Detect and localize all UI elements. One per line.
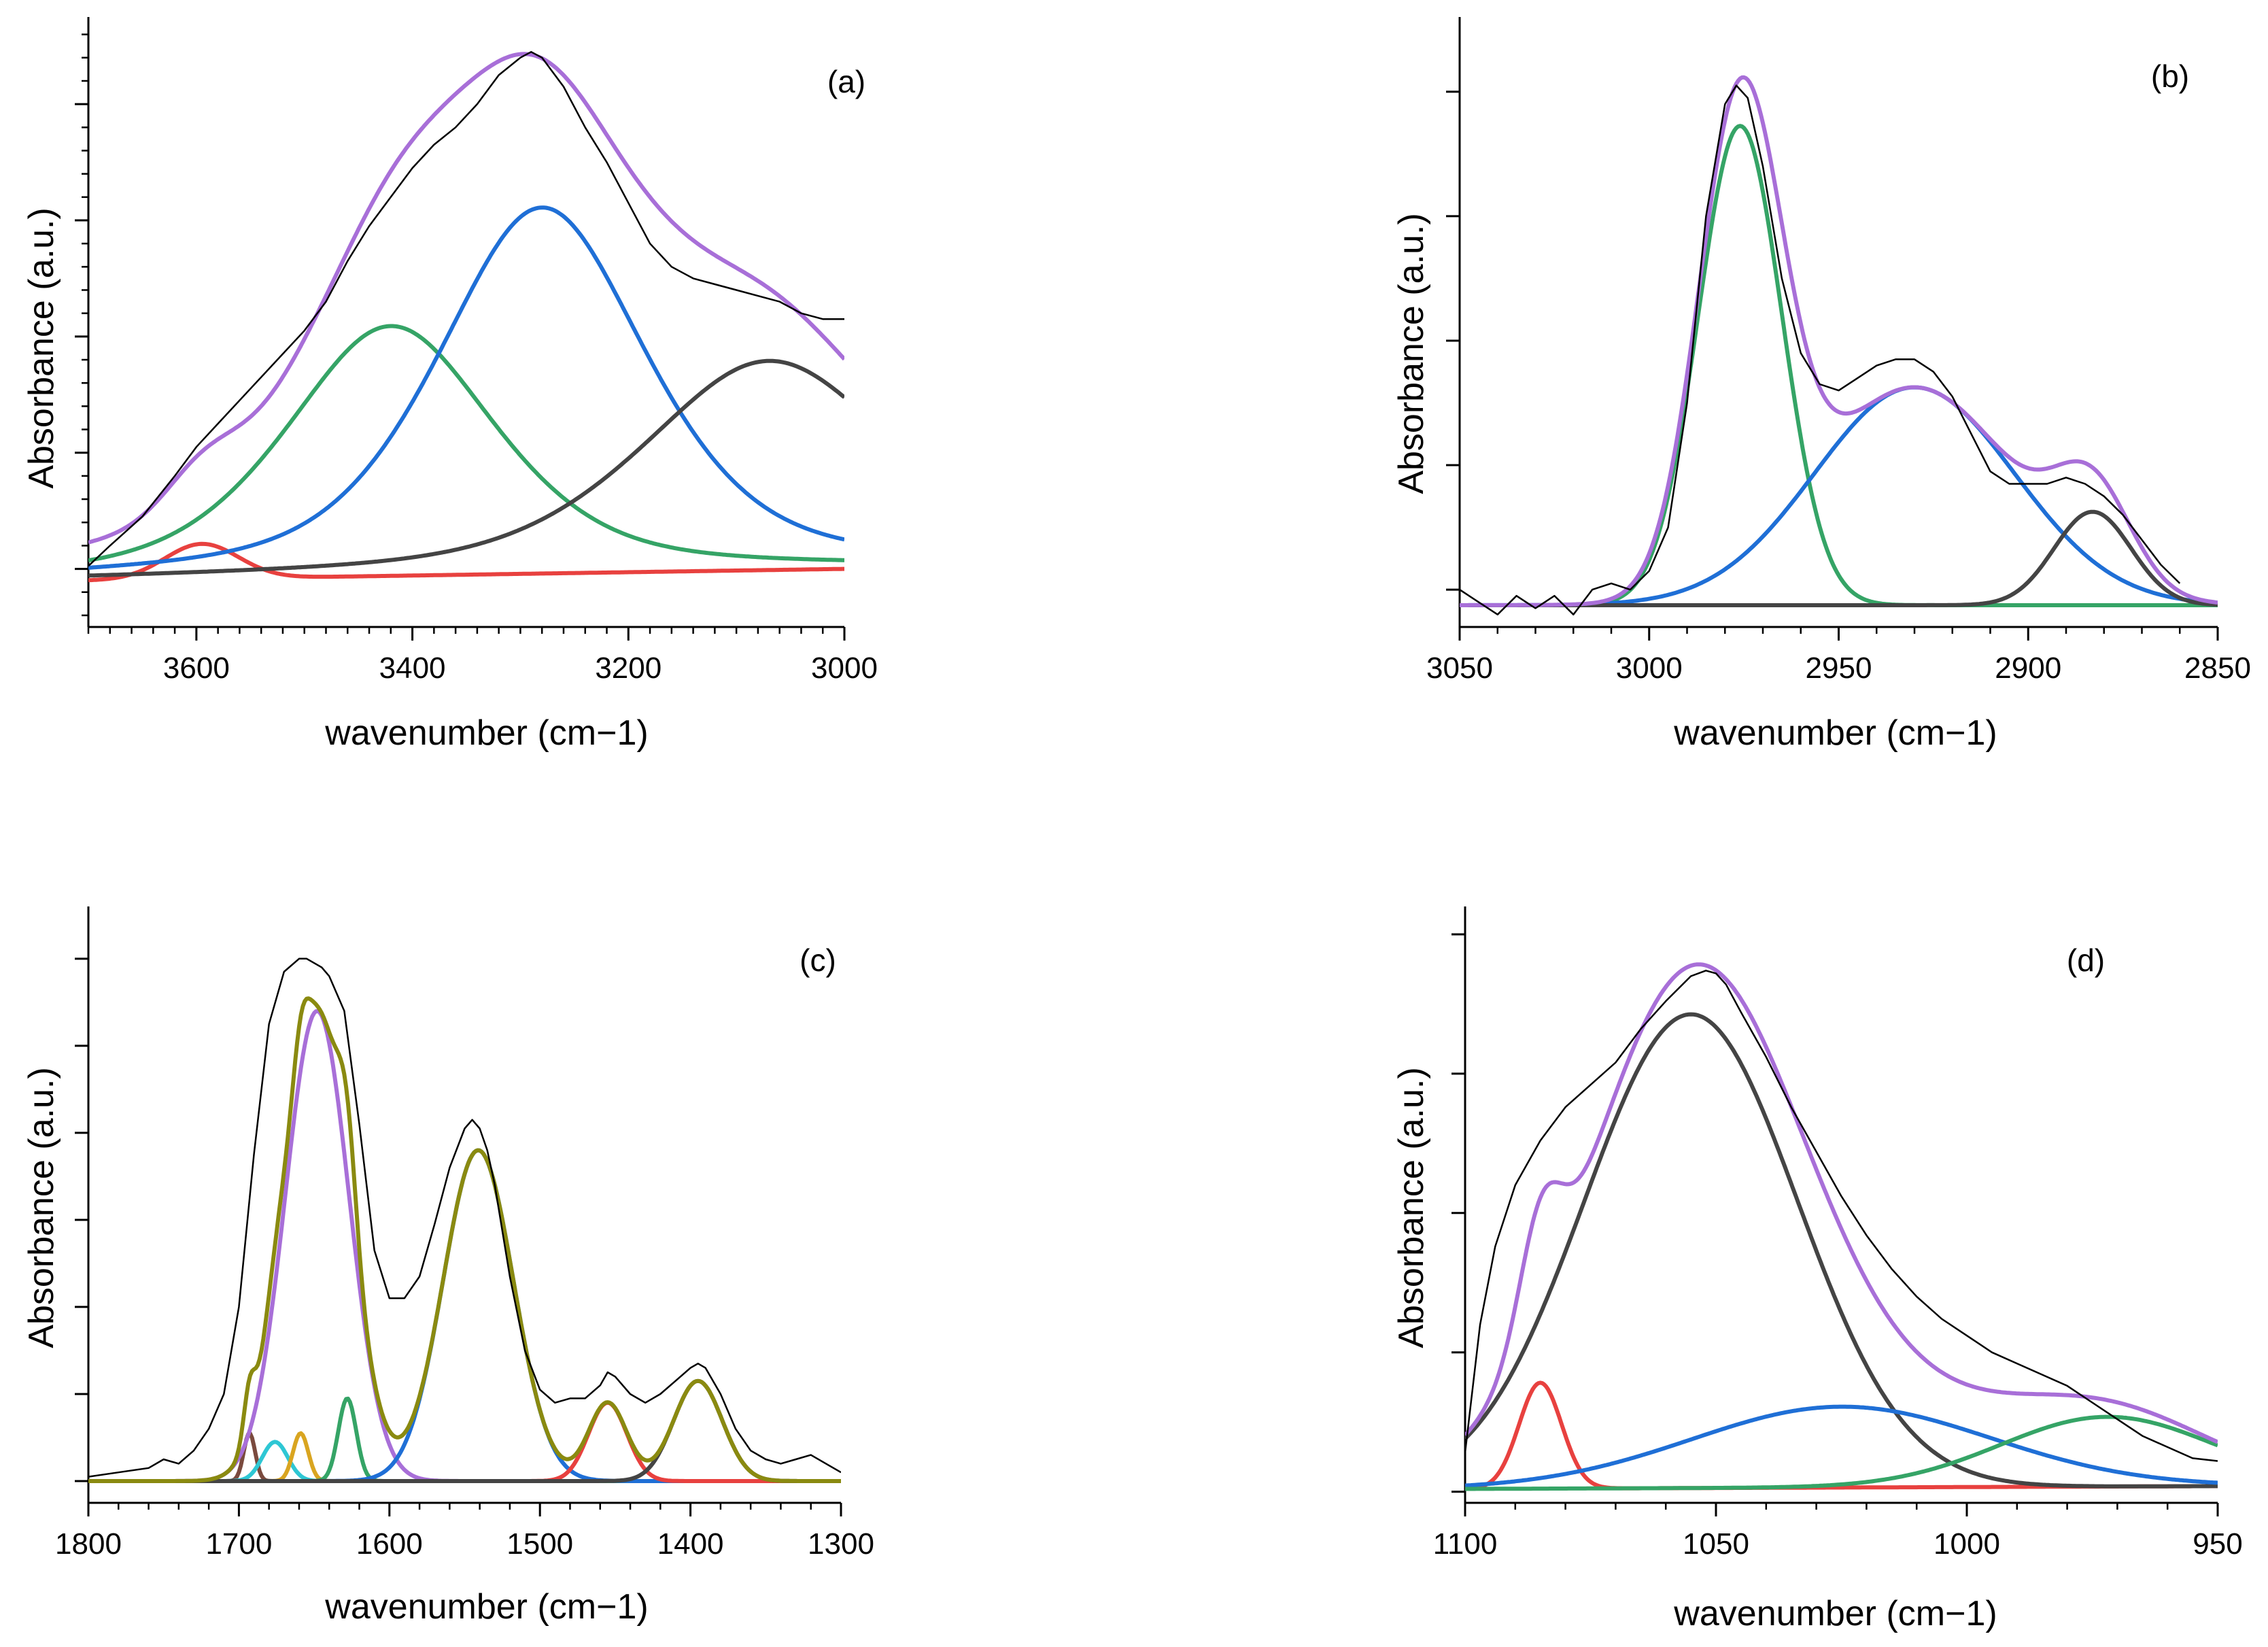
panel-a: Absorbance (a.u.) wavenumber (cm−1) (a) … [22,17,878,753]
panel-d-ylabel: Absorbance (a.u.) [1392,1067,1431,1348]
panel-d: Absorbance (a.u.) wavenumber (cm−1) (d) … [1392,906,2243,1633]
panel-a-x-tick-label: 3200 [595,651,662,685]
panel-a-x-tick-label: 3000 [811,651,878,685]
panel-a-component-4 [88,358,844,578]
panel-b-ylabel: Absorbance (a.u.) [1392,213,1431,494]
panel-b-x-tick-label: 2850 [2184,651,2251,685]
panel-a-x-tick-label: 3400 [379,651,446,685]
panel-d-x-tick-label: 1000 [1934,1527,2000,1561]
panel-d-plot-area [1465,962,2218,1491]
panel-a-cumulative-fit [88,52,844,545]
panel-d-x-tick-label: 1050 [1683,1527,1749,1561]
panel-a-ylabel: Absorbance (a.u.) [22,207,61,488]
panel-a-xlabel: wavenumber (cm−1) [324,713,648,753]
panel-c-x-tick-label: 1400 [657,1527,724,1561]
panel-a-component-3 [88,205,844,570]
panel-b: Absorbance (a.u.) wavenumber (cm−1) (b) … [1392,17,2251,753]
panel-b-experimental-spectrum [1460,84,2181,615]
panel-d-component-3 [1465,1404,2218,1488]
panel-d-component-4 [1465,1414,2218,1491]
panel-d-xlabel: wavenumber (cm−1) [1673,1594,1997,1633]
panel-c-x-tick-label: 1700 [205,1527,272,1561]
panel-c-experimental-spectrum [88,957,841,1478]
panel-a-x-tick-label: 3600 [163,651,230,685]
panel-b-x-tick-label: 3000 [1616,651,1683,685]
panel-c-cumulative-fit [88,996,841,1483]
panel-b-plot-area [1460,75,2218,615]
panel-d-x-tick-label: 1100 [1433,1527,1498,1561]
panel-a-component-1 [88,541,844,583]
panel-b-x-tick-label: 2950 [1806,651,1872,685]
panel-c-plot-area [88,957,841,1483]
panel-a-plot-area [88,51,844,583]
panel-b-x-tick-label: 2900 [1995,651,2061,685]
panel-b-xlabel: wavenumber (cm−1) [1673,713,1997,753]
panel-b-label: (b) [2151,58,2189,94]
panel-d-component-2 [1465,1012,2218,1489]
panel-a-component-2 [88,324,844,563]
panel-c-x-tick-label: 1800 [55,1527,122,1561]
panel-a-label: (a) [827,64,865,99]
panel-c-label: (c) [800,943,836,978]
panel-d-label: (d) [2067,943,2105,978]
panel-d-experimental-spectrum [1465,970,2218,1462]
panel-c-xlabel: wavenumber (cm−1) [324,1587,648,1627]
panel-c-x-tick-label: 1300 [808,1527,874,1561]
panel-d-cumulative-fit [1465,962,2218,1444]
panel-c-ylabel: Absorbance (a.u.) [22,1067,61,1348]
panel-b-x-tick-label: 3050 [1426,651,1493,685]
panel-d-x-tick-label: 950 [2193,1527,2242,1561]
panel-c-x-tick-label: 1500 [506,1527,573,1561]
panel-c: Absorbance (a.u.) wavenumber (cm−1) (c) … [22,906,874,1627]
panel-c-x-tick-label: 1600 [356,1527,423,1561]
panel-b-cumulative-fit [1460,75,2218,607]
panel-a-experimental-spectrum [88,51,844,567]
